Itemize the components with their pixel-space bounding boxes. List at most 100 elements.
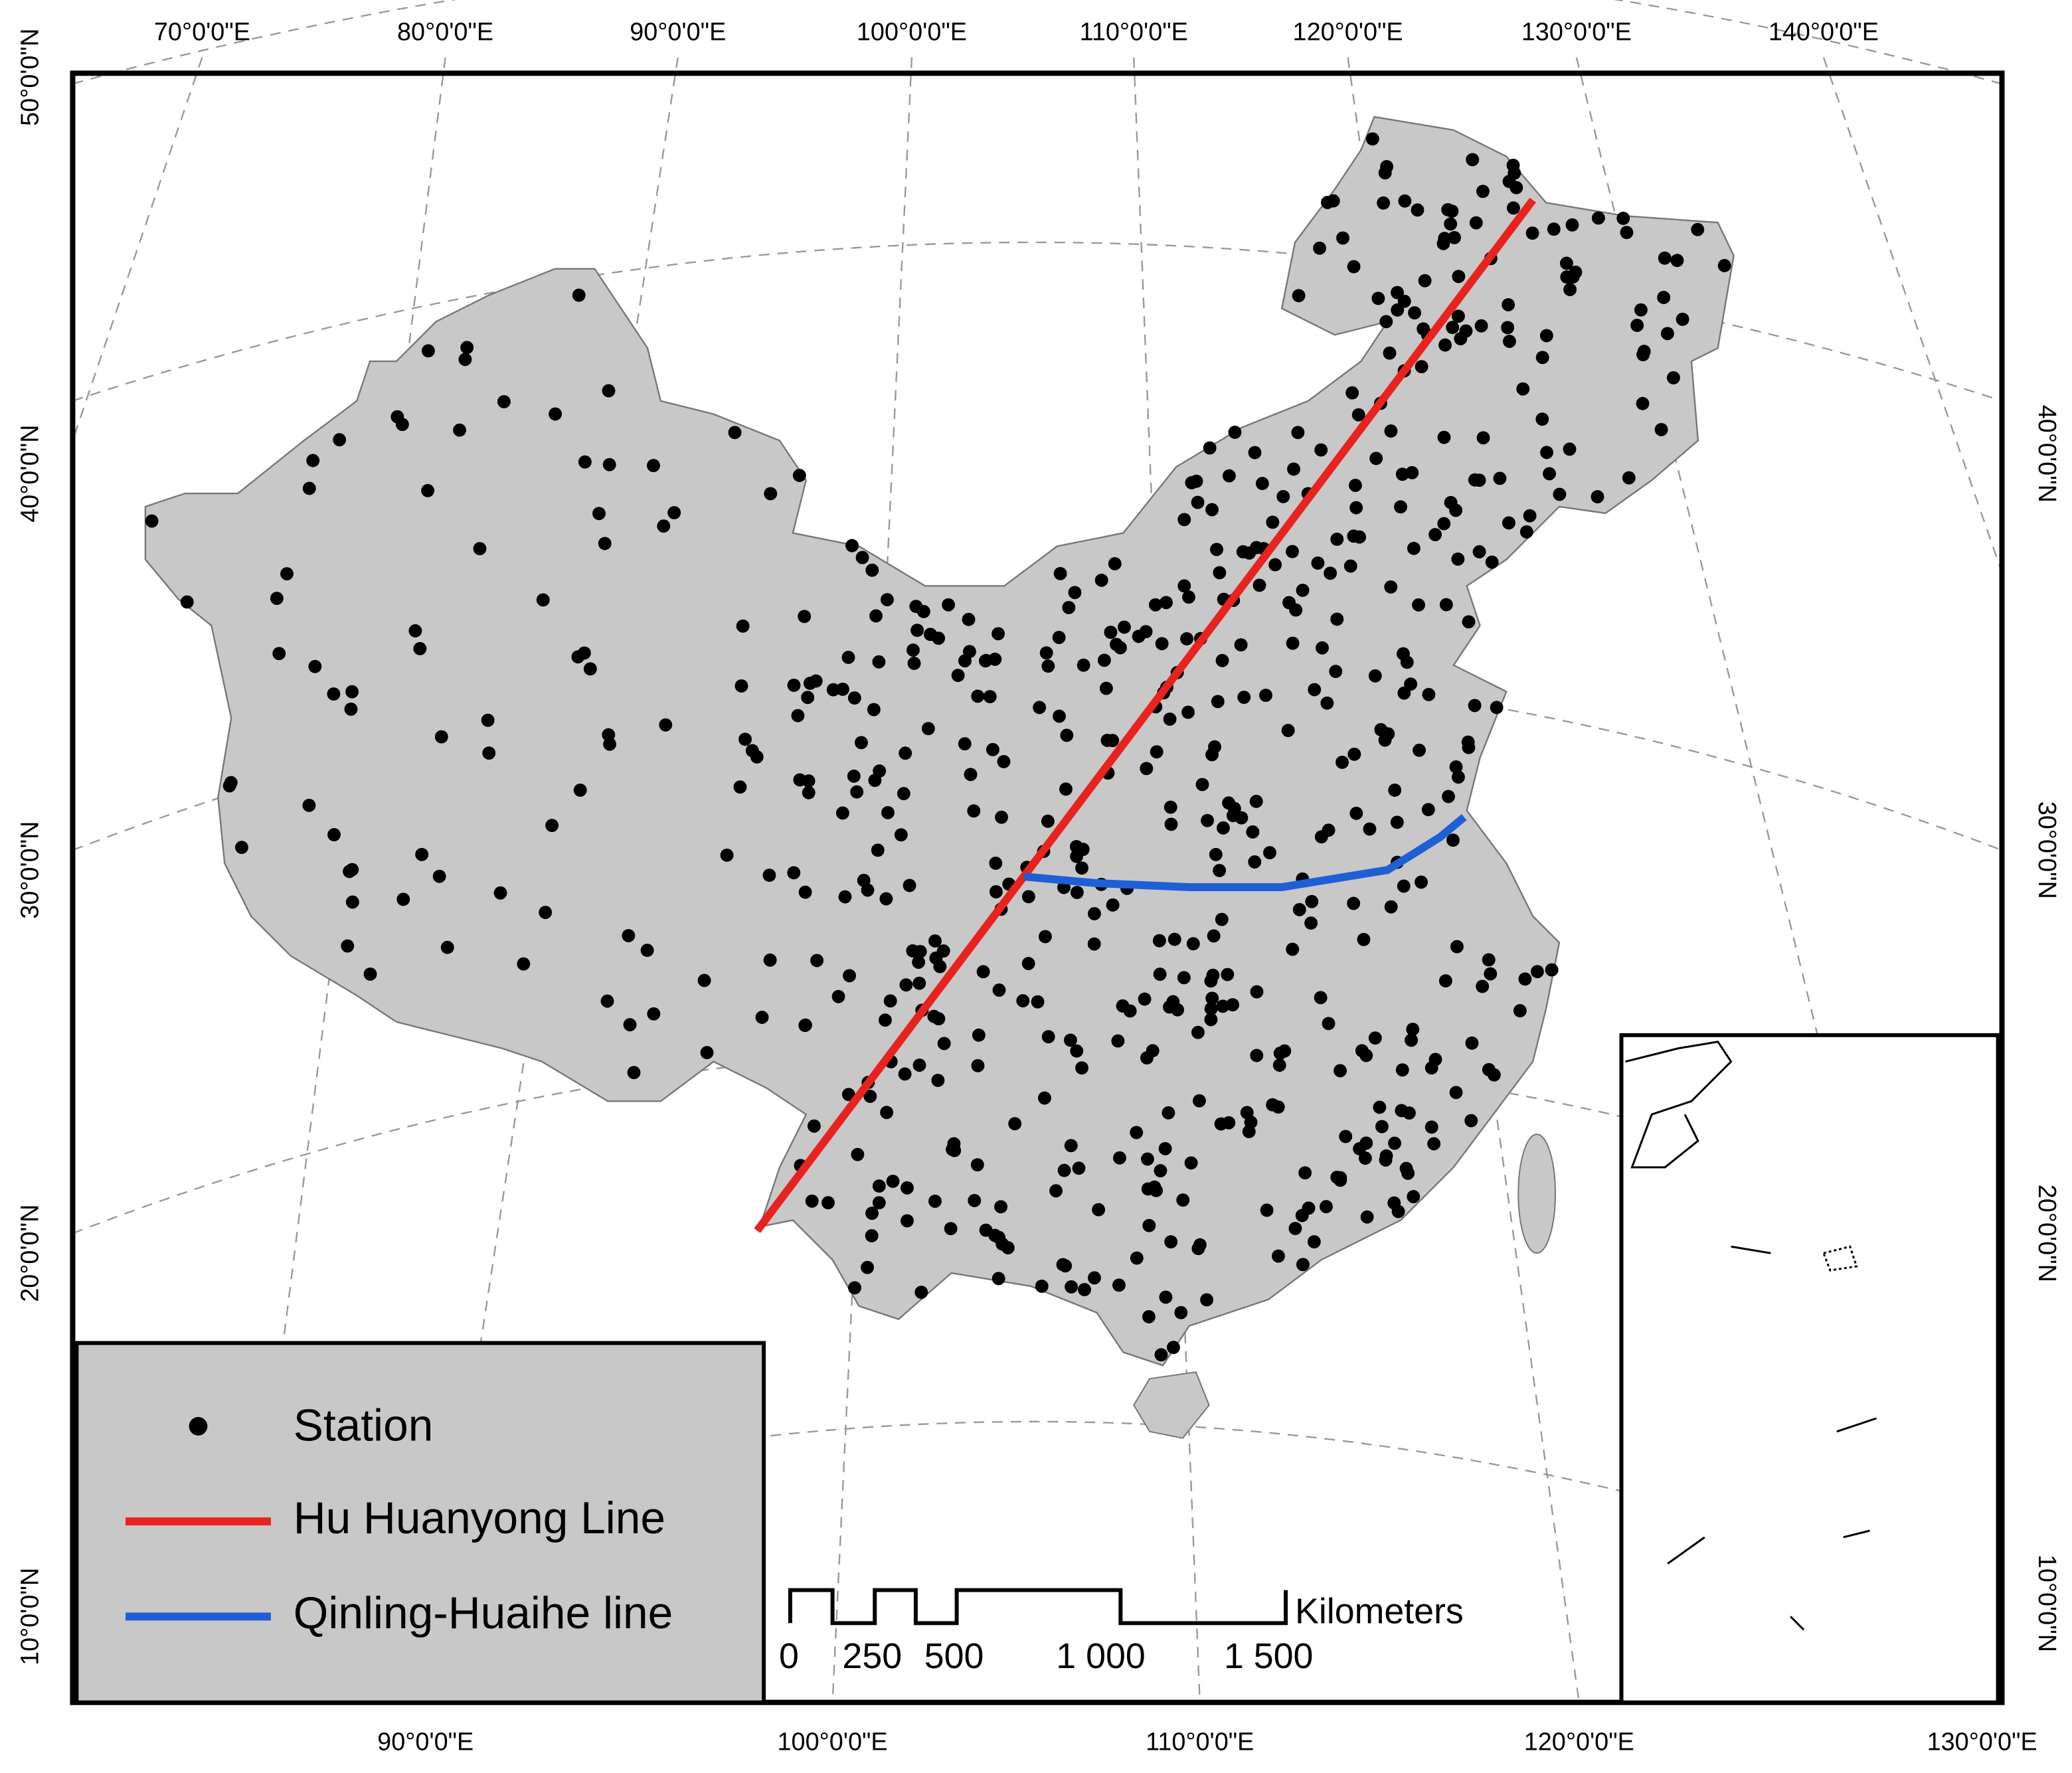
- station: [549, 407, 562, 421]
- station: [855, 736, 868, 750]
- station: [924, 628, 937, 641]
- station: [1226, 998, 1240, 1012]
- station: [1395, 1104, 1409, 1118]
- station: [1405, 1033, 1419, 1047]
- station: [728, 426, 742, 440]
- station: [627, 1066, 641, 1080]
- station: [1329, 665, 1343, 679]
- station: [1150, 745, 1164, 759]
- station: [1397, 879, 1411, 893]
- station: [1379, 1153, 1393, 1167]
- station: [1200, 1293, 1214, 1307]
- station: [1347, 747, 1361, 761]
- station: [1424, 1120, 1438, 1134]
- station: [1320, 1200, 1333, 1214]
- station: [396, 892, 410, 906]
- station: [1374, 722, 1388, 736]
- station: [603, 737, 617, 751]
- station: [1248, 855, 1262, 869]
- station: [1620, 226, 1634, 239]
- station: [1021, 890, 1035, 904]
- station: [667, 506, 681, 520]
- station: [1250, 985, 1264, 999]
- station: [907, 656, 921, 670]
- station: [989, 885, 1003, 898]
- station: [1150, 1183, 1164, 1197]
- station: [1195, 778, 1209, 792]
- station: [801, 691, 815, 705]
- station: [821, 1196, 835, 1210]
- station: [1427, 1137, 1441, 1151]
- station: [995, 810, 1009, 824]
- station: [1008, 1117, 1022, 1131]
- station: [861, 1260, 875, 1274]
- station: [1459, 324, 1473, 338]
- bottom-graticule-label: 130°0'0"E: [1927, 1728, 2037, 1756]
- station: [1259, 689, 1272, 703]
- station: [1065, 1280, 1079, 1294]
- station: [1039, 646, 1053, 660]
- station: [453, 423, 466, 437]
- station: [1451, 309, 1465, 323]
- station: [1281, 724, 1295, 737]
- station: [1235, 811, 1249, 825]
- top-graticule-label: 140°0'0"E: [1769, 19, 1879, 46]
- station: [1221, 968, 1235, 981]
- station: [345, 685, 359, 699]
- station: [1545, 963, 1559, 977]
- inset-islands: [1625, 1041, 1877, 1631]
- station: [1248, 446, 1262, 460]
- station: [1249, 794, 1263, 808]
- station: [951, 669, 965, 682]
- station: [901, 1214, 914, 1228]
- station: [1078, 1283, 1091, 1297]
- station: [1462, 740, 1476, 754]
- station: [657, 519, 671, 533]
- station: [432, 869, 446, 883]
- station: [1177, 579, 1191, 593]
- station: [1296, 1258, 1310, 1272]
- station: [1180, 632, 1193, 645]
- station: [640, 944, 654, 958]
- station: [872, 1179, 886, 1193]
- station: [1059, 782, 1073, 796]
- station: [1287, 462, 1300, 476]
- station: [1070, 1044, 1084, 1058]
- station: [536, 593, 550, 607]
- station: [1037, 1091, 1051, 1105]
- station: [1343, 559, 1357, 573]
- station: [1056, 1258, 1070, 1272]
- station: [1506, 159, 1520, 172]
- hu-huanyong-line: [754, 197, 1536, 1233]
- station: [992, 983, 1006, 997]
- station: [1519, 525, 1533, 539]
- station: [933, 960, 947, 973]
- station: [989, 857, 1003, 870]
- station: [1117, 620, 1131, 634]
- station: [1717, 259, 1731, 272]
- station: [1676, 312, 1689, 326]
- left-graticule-label: 40°0'0"N: [17, 425, 44, 523]
- station: [1286, 636, 1300, 650]
- station: [1031, 995, 1045, 1009]
- station: [1320, 696, 1334, 710]
- station: [1634, 303, 1648, 317]
- station: [845, 539, 859, 552]
- station: [841, 651, 855, 664]
- station: [583, 662, 597, 676]
- station: [1160, 596, 1173, 610]
- station: [1163, 712, 1177, 726]
- station: [1142, 1309, 1156, 1323]
- station: [440, 940, 454, 954]
- station: [1347, 260, 1361, 274]
- station: [1308, 683, 1322, 697]
- right-graticule-label: 10°0'0"N: [2033, 1555, 2061, 1652]
- station: [863, 1090, 877, 1103]
- station: [872, 1196, 886, 1210]
- station: [1371, 292, 1385, 305]
- station: [592, 507, 606, 521]
- station: [809, 674, 823, 688]
- station: [1243, 546, 1256, 560]
- station: [903, 879, 916, 892]
